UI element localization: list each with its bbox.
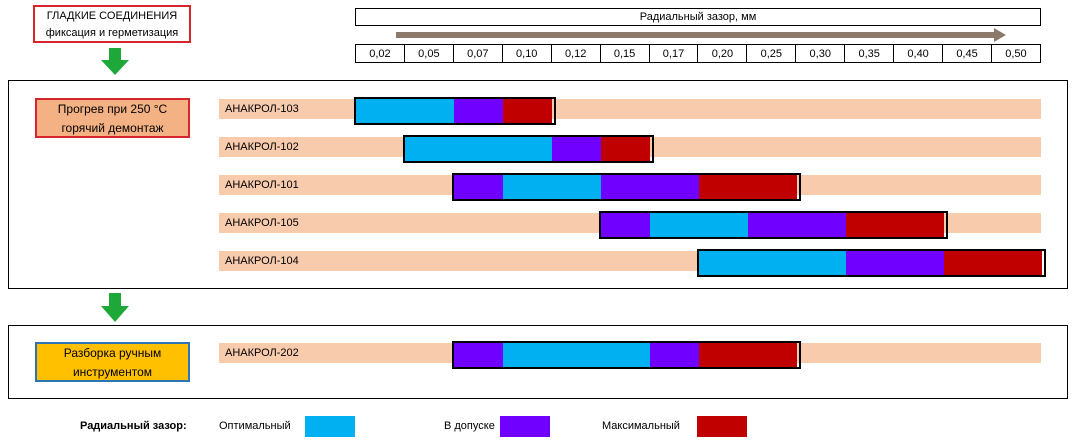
gap-range-bar (697, 249, 1046, 277)
header-line2: фиксация и герметизация (45, 27, 179, 39)
scale-tick: 0,25 (747, 45, 797, 62)
group2-label-line1: Разборка ручным (63, 346, 162, 360)
legend-title: Радиальный зазор: (80, 420, 187, 432)
header-box: ГЛАДКИЕ СОЕДИНЕНИЯ фиксация и герметизац… (33, 5, 191, 43)
legend-tolerance-swatch (500, 416, 550, 437)
segment-maximum (846, 213, 944, 237)
segment-tolerance (601, 213, 650, 237)
product-name: АНАКРОЛ-104 (225, 255, 299, 267)
segment-tolerance (650, 343, 699, 367)
segment-maximum (699, 175, 797, 199)
product-name: АНАКРОЛ-102 (225, 141, 299, 153)
product-name: АНАКРОЛ-101 (225, 179, 299, 191)
segment-tolerance (454, 343, 503, 367)
scale-tick: 0,10 (503, 45, 552, 62)
scale-tick: 0,40 (894, 45, 944, 62)
segment-tolerance (748, 213, 846, 237)
segment-tolerance (552, 137, 601, 161)
segment-maximum (944, 251, 1042, 275)
scale-tick: 0,05 (405, 45, 454, 62)
scale-tick: 0,50 (1005, 48, 1027, 60)
legend-optimal-swatch (305, 416, 355, 437)
segment-tolerance (601, 175, 699, 199)
scale-tick: 0,20 (698, 45, 748, 62)
scale-tick: 0,45 (943, 45, 992, 62)
segment-tolerance (454, 99, 503, 123)
gap-range-bar (452, 341, 801, 369)
gap-range-bar (452, 173, 801, 201)
group2-label-line2: инструментом (72, 365, 153, 379)
down-arrow-icon (101, 293, 129, 322)
scale-tick: 0,07 (454, 45, 503, 62)
scale-tick: 0,17 (650, 45, 699, 62)
legend-tolerance-label: В допуске (444, 420, 495, 432)
segment-maximum (503, 99, 552, 123)
scale-arrow-line (396, 32, 996, 38)
segment-optimal (356, 99, 454, 123)
gap-range-bar (599, 211, 948, 239)
group2-label: Разборка ручным инструментом (35, 342, 190, 382)
group1-label: Прогрев при 250 °С горячий демонтаж (35, 98, 190, 138)
scale-tick: 0,35 (845, 45, 895, 62)
group1-label-line1: Прогрев при 250 °С (57, 102, 168, 116)
down-arrow-icon (101, 48, 129, 75)
legend-optimal-label: Оптимальный (219, 420, 291, 432)
segment-maximum (699, 343, 797, 367)
segment-optimal (650, 213, 748, 237)
scale-tick: 0,12 (552, 45, 601, 62)
segment-tolerance (846, 251, 944, 275)
legend-maximum-label: Максимальный (602, 420, 680, 432)
scale-arrow-icon (994, 28, 1006, 42)
scale-title: Радиальный зазор, мм (355, 8, 1041, 26)
scale-tick: 0,15 (601, 45, 650, 62)
product-name: АНАКРОЛ-105 (225, 217, 299, 229)
segment-maximum (601, 137, 650, 161)
segment-optimal (503, 175, 601, 199)
scale-tick: 0,30 (796, 45, 846, 62)
legend-maximum-swatch (697, 416, 747, 437)
gap-range-bar (354, 97, 556, 125)
header-line1: ГЛАДКИЕ СОЕДИНЕНИЯ (46, 10, 178, 22)
product-name: АНАКРОЛ-103 (225, 103, 299, 115)
bar-row: АНАКРОЛ-103 (219, 99, 1041, 119)
scale-tick: 0,02 (356, 45, 405, 62)
product-name: АНАКРОЛ-202 (225, 347, 299, 359)
segment-tolerance (454, 175, 503, 199)
scale-ticks: 0,02 0,05 0,07 0,10 0,12 0,15 0,17 0,20 0,25 0,30… (355, 44, 1041, 63)
gap-range-bar (403, 135, 654, 163)
segment-optimal (405, 137, 552, 161)
group1-label-line2: горячий демонтаж (61, 121, 164, 135)
segment-optimal (699, 251, 846, 275)
segment-optimal (503, 343, 650, 367)
